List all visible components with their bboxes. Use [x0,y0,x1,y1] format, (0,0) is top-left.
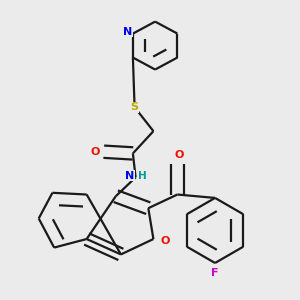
Text: H: H [138,171,147,181]
Text: F: F [211,268,219,278]
Text: N: N [125,171,134,181]
Text: N: N [123,27,132,37]
Text: S: S [130,102,139,112]
Text: O: O [174,150,184,160]
Text: O: O [91,147,100,157]
Text: O: O [161,236,170,246]
